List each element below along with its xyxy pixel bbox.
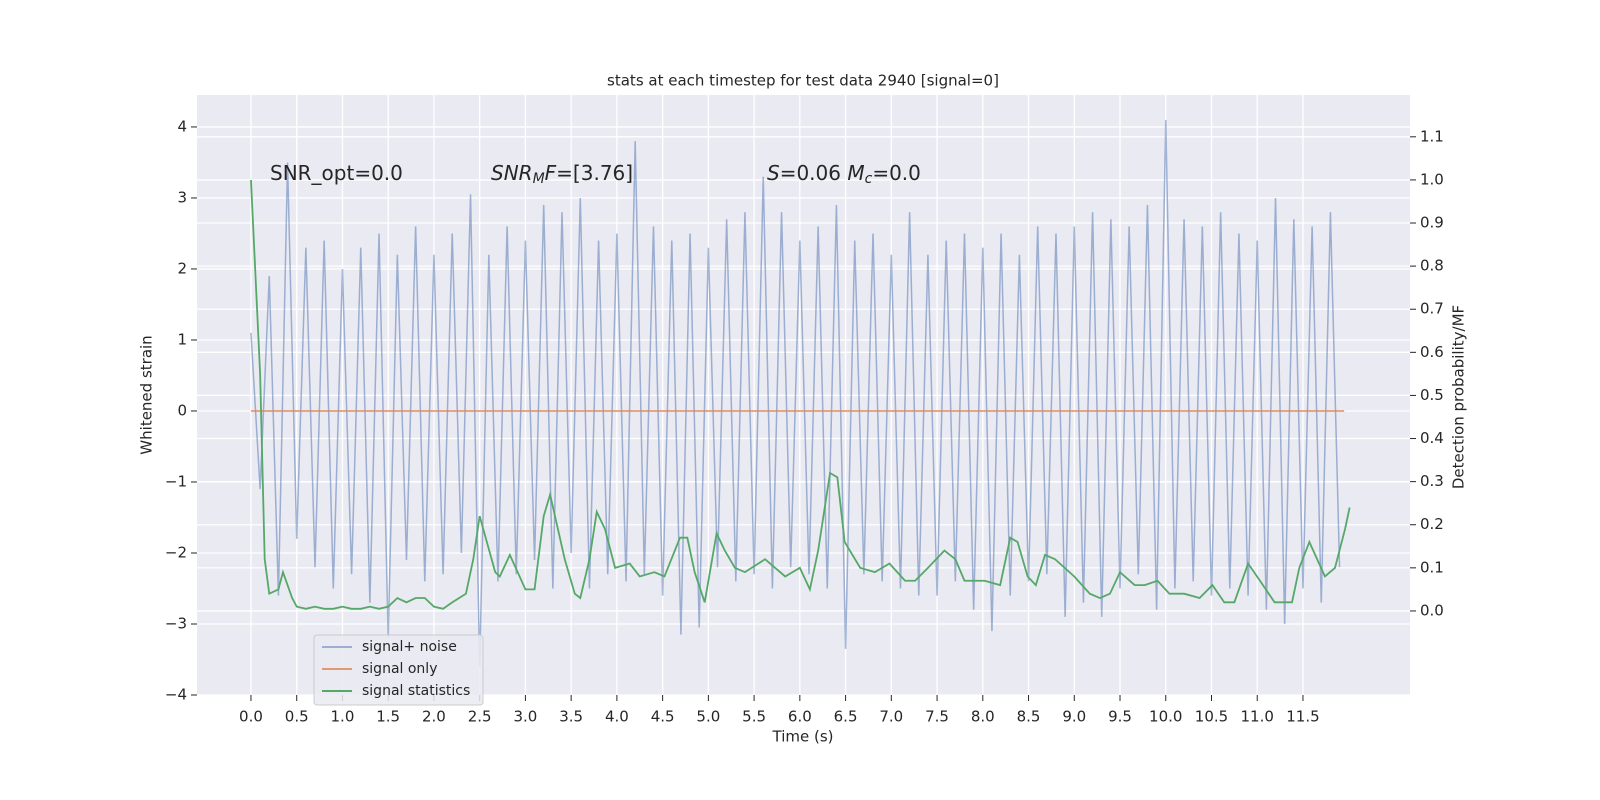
y2-tick-label: 0.5 [1420,386,1444,404]
y2-tick-label: 0.3 [1420,472,1444,490]
x-axis-label: Time (s) [772,728,834,746]
y-tick-label: −3 [165,614,187,632]
x-tick-label: 9.5 [1108,708,1132,726]
y2-tick-label: 0.0 [1420,601,1444,619]
y-tick-label: −1 [165,472,187,490]
annotation: SNR_opt=0.0 [270,161,403,185]
annotation-part: =0.06 [780,161,848,185]
y-tick-label: 2 [177,259,187,277]
x-tick-label: 2.0 [422,708,446,726]
x-tick-label: 1.0 [331,708,355,726]
x-tick-label: 6.5 [834,708,858,726]
annotation-part: c [865,171,873,187]
annotation-part: =0.0 [872,161,921,185]
x-tick-label: 0.5 [285,708,309,726]
y-tick-label: −2 [165,543,187,561]
annotation-part: S [767,161,780,185]
y-tick-label: 1 [177,330,187,348]
annotation-part: M [847,161,864,185]
y2-tick-label: 0.7 [1420,300,1444,318]
annotation-part: F [545,161,557,185]
x-tick-label: 10.5 [1195,708,1228,726]
y2-tick-label: 1.0 [1420,170,1444,188]
x-tick-label: 7.0 [879,708,903,726]
grid [197,95,1410,696]
y2-tick-label: 1.1 [1420,127,1444,145]
x-tick-label: 6.0 [788,708,812,726]
x-tick-label: 5.0 [696,708,720,726]
y2-tick-label: 0.1 [1420,558,1444,576]
y2-tick-label: 0.8 [1420,257,1444,275]
x-tick-label: 8.0 [971,708,995,726]
y-tick-label: 3 [177,188,187,206]
y-tick-label: 4 [177,117,187,135]
x-tick-label: 11.0 [1241,708,1274,726]
y2-tick-label: 0.9 [1420,214,1444,232]
marks [250,119,1351,667]
legend: signal+ noise signal only signal statistic… [313,634,484,706]
y-tick-label: −4 [165,686,187,704]
y-tick-label: 0 [177,401,187,419]
y-axis-label: Whitened strain [138,335,156,454]
x-tick-label: 8.5 [1017,708,1041,726]
y2-axis-label: Detection probability/MF [1450,305,1468,489]
y2-tick-label: 0.6 [1420,343,1444,361]
legend-box [313,634,484,706]
annotation-part: SNR_opt=0.0 [270,161,403,185]
legend-label: signal statistics [362,683,470,699]
x-tick-label: 4.5 [651,708,675,726]
x-tick-label: 3.0 [513,708,537,726]
x-tick-label: 10.0 [1149,708,1182,726]
series-line [250,179,1351,610]
y2-tick-label: 0.4 [1420,429,1444,447]
series-line [250,119,1341,667]
x-tick-label: 3.5 [559,708,583,726]
annotation-part: SNR [491,161,533,185]
annotation-part: M [533,171,545,187]
x-tick-label: 9.0 [1062,708,1086,726]
chart-title: stats at each timestep for test data 294… [607,72,999,90]
legend-label: signal only [362,661,437,677]
x-tick-label: 5.5 [742,708,766,726]
annotation: S=0.06 Mc=0.0 [767,161,921,188]
x-tick-label: 4.0 [605,708,629,726]
x-tick-label: 1.5 [376,708,400,726]
y2-tick-label: 0.2 [1420,515,1444,533]
annotation-part: =[3.76] [556,161,633,185]
x-tick-label: 7.5 [925,708,949,726]
x-tick-label: 0.0 [239,708,263,726]
annotation: SNRMF=[3.76] [491,161,633,188]
x-tick-label: 2.5 [468,708,492,726]
legend-label: signal+ noise [362,639,457,655]
x-tick-label: 11.5 [1286,708,1319,726]
